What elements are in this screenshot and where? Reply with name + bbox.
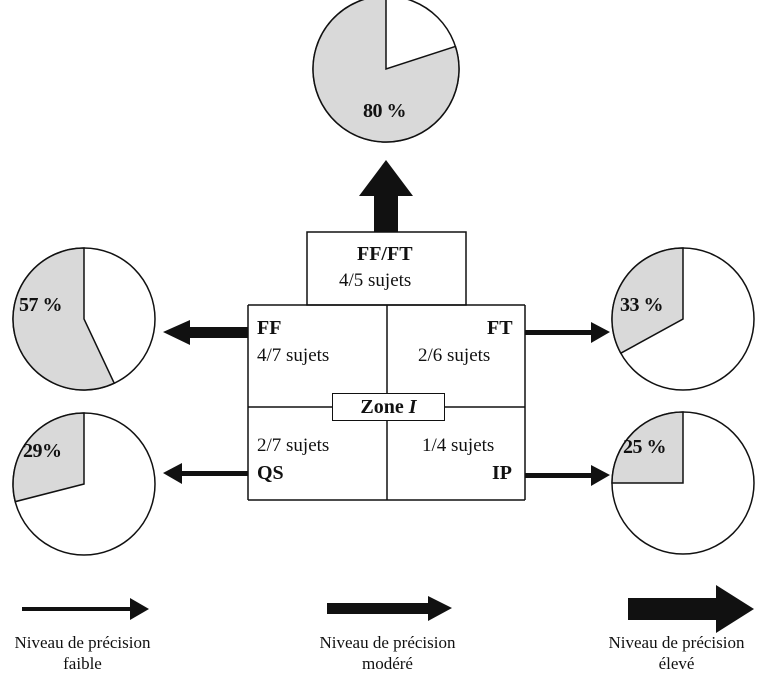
arrow-left-low (163, 463, 248, 484)
legend-moderate-line1: Niveau de précision (319, 633, 456, 652)
pie-left-lower-label: 29% (23, 440, 62, 462)
pie-right-lower-slice (611, 411, 684, 484)
pie-right-lower-label: 25 % (623, 436, 667, 458)
pie-top-slice (312, 0, 460, 143)
quadrant-ff-code: FF (257, 317, 282, 339)
arrow-right-low-upper (525, 322, 610, 343)
pie-left-lower (12, 412, 156, 556)
quadrant-ip-code: IP (492, 462, 512, 484)
legend-low: Niveau de précision faible (0, 632, 165, 674)
legend-moderate: Niveau de précision modéré (305, 632, 470, 674)
pie-left-lower-slice (12, 412, 85, 503)
top-box-title: FF/FT (357, 243, 413, 265)
pie-right-upper (611, 247, 755, 391)
legend-moderate-line2: modéré (362, 654, 413, 673)
pie-top (312, 0, 460, 143)
legend-arrow-low (22, 598, 149, 620)
pie-right-upper-label: 33 % (620, 294, 664, 316)
legend-low-line2: faible (63, 654, 102, 673)
arrow-left-moderate (163, 320, 248, 345)
legend-high-line1: Niveau de précision (608, 633, 745, 652)
pie-right-upper-slice (611, 247, 684, 355)
legend-high-line2: élevé (658, 654, 695, 673)
zone-word: Zone (360, 395, 404, 418)
zone-label: Zone I (332, 393, 445, 421)
legend-high: Niveau de précision élevé (594, 632, 759, 674)
quadrant-ff-subjects: 4/7 sujets (257, 345, 330, 366)
quadrant-ft-code: FT (487, 317, 513, 339)
quadrant-ip-subjects: 1/4 sujets (422, 435, 495, 456)
pie-right-lower (611, 411, 755, 555)
top-box-subjects: 4/5 sujets (339, 270, 412, 291)
arrow-right-low-lower (525, 465, 610, 486)
zone-letter: I (408, 395, 417, 418)
legend-low-line1: Niveau de précision (14, 633, 151, 652)
arrow-up-high (359, 160, 413, 232)
quadrant-ft-subjects: 2/6 sujets (418, 345, 491, 366)
legend-arrow-high (628, 585, 754, 633)
legend-arrow-moderate (327, 596, 452, 621)
pie-left-upper-slice (12, 247, 116, 391)
top-box (306, 231, 467, 306)
pie-top-label: 80 % (363, 100, 407, 122)
pie-left-upper-label: 57 % (19, 294, 63, 316)
quadrant-qs-code: QS (257, 462, 284, 484)
quadrant-qs-subjects: 2/7 sujets (257, 435, 330, 456)
pie-left-upper (12, 247, 156, 391)
